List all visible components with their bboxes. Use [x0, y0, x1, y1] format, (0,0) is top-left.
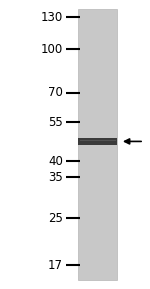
Text: 17: 17	[48, 259, 63, 272]
Bar	[78, 9, 117, 280]
Text: 130: 130	[41, 11, 63, 24]
Bar	[80, 140, 116, 141]
Text: 40: 40	[48, 155, 63, 168]
Text: 35: 35	[48, 171, 63, 184]
Text: 55: 55	[48, 116, 63, 129]
Text: 25: 25	[48, 212, 63, 225]
Bar	[78, 138, 117, 144]
Text: 100: 100	[41, 43, 63, 56]
Text: 70: 70	[48, 86, 63, 99]
